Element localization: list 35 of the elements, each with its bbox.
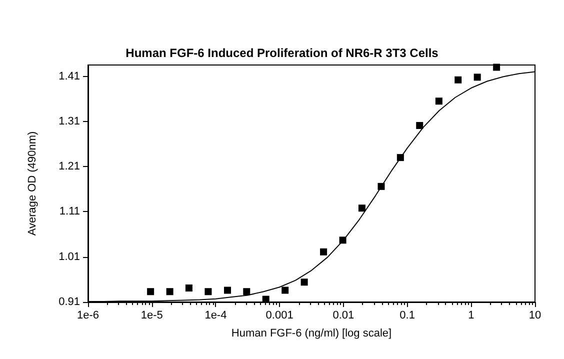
x-tick-label: 1e-4 [204,310,227,322]
point [300,278,308,286]
x-tick-label: 1e-6 [76,310,100,322]
chart-title: Human FGF-6 Induced Proliferation of NR6-R 3T3 Cells [126,46,439,60]
y-tick-label: 1.01 [58,250,80,263]
point [435,98,442,105]
point [378,182,385,190]
point [474,74,481,81]
x-tick-label: 0.001 [266,310,294,322]
point [224,286,232,294]
point [282,286,289,294]
point [166,288,174,296]
point [147,288,154,296]
y-axis-title: Average OD (490nm) [26,131,38,236]
point [204,288,212,296]
x-tick-label: 0.01 [332,310,354,322]
x-tick-label: 10 [528,310,542,322]
point [358,204,366,212]
point [416,122,424,129]
point [396,154,404,162]
x-tick-label: 1e-5 [140,310,163,322]
x-axis-title: Human FGF-6 (ng/ml) [log scale] [231,328,392,340]
x-tick-label: 1 [468,310,474,322]
y-tick-label: 1.41 [58,70,80,82]
y-tick-label: 1.31 [58,115,80,128]
point [243,288,250,296]
y-tick-label: 1.21 [58,160,80,173]
point [339,236,346,244]
point [454,76,462,84]
y-tick-label: 1.11 [59,206,80,218]
y-tick-label: 0.91 [58,296,80,308]
point [320,248,328,256]
point [185,284,192,292]
x-tick-label: 0.1 [400,310,415,322]
point [493,64,500,71]
